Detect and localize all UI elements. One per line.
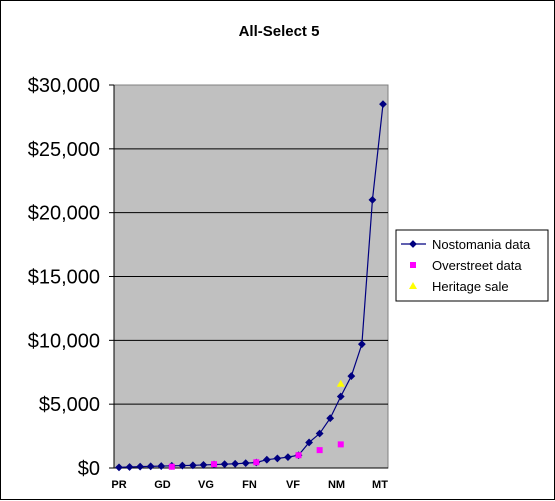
data-point (368, 195, 377, 204)
y-tick-label: $0 (78, 458, 100, 480)
data-point (273, 454, 282, 463)
legend-label: Nostomania data (432, 237, 531, 252)
data-point (115, 463, 123, 472)
data-point (136, 462, 145, 471)
data-point (295, 452, 302, 459)
data-point (262, 455, 271, 464)
y-axis: $0 $5,000 $10,000 $15,000 $20,000 $25,000 $30,… (28, 75, 115, 480)
data-point (336, 379, 345, 387)
data-point (357, 340, 366, 349)
y-tick-label: $20,000 (28, 203, 100, 225)
data-point (146, 462, 155, 471)
data-point (347, 372, 356, 380)
chart-title: All-Select 5 (239, 23, 320, 40)
data-point (125, 463, 134, 471)
legend-label: Heritage sale (432, 279, 509, 294)
y-tick-label: $25,000 (28, 139, 100, 161)
data-point (316, 447, 323, 454)
grid-lines (114, 148, 388, 405)
y-tick-label: $10,000 (28, 330, 100, 352)
x-axis: PR GD VG FN VF NM MT (111, 467, 388, 491)
data-point (199, 461, 208, 469)
legend-marker (410, 262, 416, 268)
y-tick-label: $15,000 (28, 267, 100, 289)
x-tick-label: FN (242, 479, 257, 491)
data-point (379, 100, 387, 109)
data-point (315, 429, 324, 438)
data-point (336, 392, 345, 401)
data-point (326, 414, 335, 423)
x-tick-label: VG (198, 479, 214, 491)
data-point (284, 453, 292, 462)
data-point (231, 459, 240, 468)
data-point (189, 461, 197, 470)
y-tick-label: $30,000 (28, 75, 100, 97)
data-point (211, 461, 218, 468)
data-point (337, 441, 344, 448)
data-point (157, 462, 166, 470)
y-tick-label: $5,000 (39, 394, 100, 416)
data-point (168, 463, 175, 470)
legend-box (395, 229, 549, 302)
x-tick-label: VF (286, 479, 300, 491)
data-point (241, 459, 250, 468)
data-point (178, 461, 187, 470)
legend: Nostomania data Overstreet data Heritage s… (395, 229, 549, 302)
legend-marker (409, 282, 417, 289)
data-point (220, 460, 229, 469)
x-tick-label: GD (154, 479, 171, 491)
x-tick-label: MT (372, 479, 388, 491)
data-point (253, 459, 260, 466)
x-tick-label: PR (111, 479, 126, 491)
legend-marker (409, 240, 417, 248)
data-point (305, 438, 313, 447)
series-layer (115, 100, 387, 472)
legend-label: Overstreet data (432, 258, 522, 273)
x-tick-label: NM (328, 479, 345, 491)
